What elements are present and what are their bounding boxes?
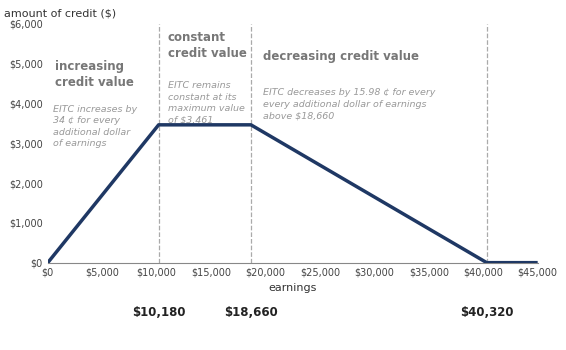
Text: EITC increases by
34 ¢ for every
additional dollar
of earnings: EITC increases by 34 ¢ for every additio… [53,105,137,148]
Text: $18,660: $18,660 [224,306,278,318]
Text: amount of credit ($): amount of credit ($) [4,9,116,19]
Text: constant
credit value: constant credit value [168,31,247,60]
Text: EITC decreases by 15.98 ¢ for every
every additional dollar of earnings
above $1: EITC decreases by 15.98 ¢ for every ever… [263,88,436,120]
Text: $10,180: $10,180 [132,306,186,318]
Text: $40,320: $40,320 [460,306,513,318]
Text: EITC remains
constant at its
maximum value
of $3,461: EITC remains constant at its maximum val… [168,81,245,124]
X-axis label: earnings: earnings [268,283,317,293]
Text: increasing
credit value: increasing credit value [55,60,134,89]
Text: decreasing credit value: decreasing credit value [263,50,419,63]
